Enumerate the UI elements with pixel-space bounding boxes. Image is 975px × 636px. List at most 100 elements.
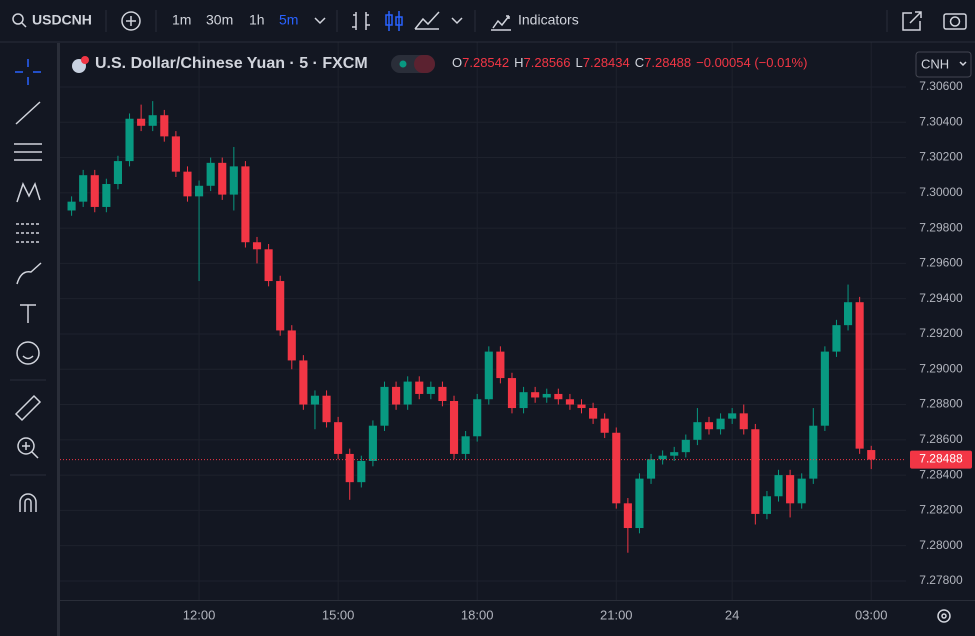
- candle-body: [681, 439, 690, 453]
- icon-smile: [22, 355, 34, 360]
- crosshair-tool[interactable]: [15, 59, 41, 85]
- legend: U.S. Dollar/Chinese Yuan · 5 · FXCM O7.2…: [72, 51, 972, 78]
- y-tick-label: 7.29600: [919, 256, 963, 270]
- ohlc-label: H: [514, 55, 523, 70]
- symbol-logo-flag: [81, 56, 89, 64]
- fib-tool[interactable]: [14, 143, 42, 161]
- interval-active[interactable]: 5m: [279, 12, 298, 28]
- candle-body: [148, 115, 157, 126]
- ruler-tool[interactable]: [14, 394, 42, 422]
- currency[interactable]: CNH: [921, 56, 949, 71]
- ohlc-value: 7.28488: [644, 55, 691, 70]
- y-tick-label: 7.27800: [919, 573, 963, 587]
- candle-body: [287, 330, 296, 361]
- interval[interactable]: 1m: [172, 12, 191, 28]
- candle-body: [415, 381, 424, 394]
- screenshot-button[interactable]: [943, 13, 967, 30]
- candle-body: [809, 425, 818, 479]
- candle-body: [554, 393, 563, 400]
- icon-tool[interactable]: [16, 341, 40, 365]
- toolbar-bg: [0, 43, 58, 636]
- indicators-button[interactable]: Indicators: [518, 12, 579, 28]
- trend-line-tool[interactable]: [15, 101, 41, 125]
- last-price-label: 7.28488: [919, 452, 963, 466]
- settings-button[interactable]: [937, 609, 951, 623]
- candle-body: [183, 171, 192, 197]
- y-tick-label: 7.29400: [919, 291, 963, 305]
- candle-body: [728, 413, 737, 419]
- candle-body: [310, 395, 320, 405]
- candle-body: [565, 399, 574, 405]
- candle-body: [357, 460, 366, 483]
- area-icon[interactable]: [414, 11, 440, 30]
- candle-body: [380, 386, 389, 426]
- chart-type-dropdown[interactable]: [451, 17, 463, 25]
- magnet-tool[interactable]: [19, 493, 37, 512]
- fullscreen-button[interactable]: [902, 11, 922, 31]
- zoom-tool[interactable]: [17, 437, 35, 455]
- candle-body: [600, 418, 609, 433]
- x-tick-label: 12:00: [183, 607, 216, 622]
- candle-body: [160, 115, 169, 137]
- indicators-icon[interactable]: [491, 15, 511, 31]
- candles-icon-body: [395, 16, 403, 26]
- ohlc-value: 7.28566: [524, 55, 571, 70]
- plot-area: [60, 42, 906, 600]
- candle-body: [786, 475, 795, 504]
- candle-body: [113, 161, 123, 185]
- x-tick-label: 03:00: [855, 607, 888, 622]
- candle-body: [449, 401, 459, 454]
- candle-body: [438, 386, 447, 402]
- symbol[interactable]: USDCNH: [32, 12, 92, 28]
- interval[interactable]: 1h: [249, 12, 265, 28]
- pattern-tool[interactable]: [16, 182, 41, 203]
- forecast-tool[interactable]: [16, 223, 40, 243]
- candle-body: [299, 360, 308, 405]
- x-tick-label: 15:00: [322, 607, 355, 622]
- bars-icon[interactable]: [352, 12, 370, 30]
- candle-body: [125, 118, 134, 162]
- toolbar-bg: [0, 0, 975, 42]
- candle-body: [542, 393, 551, 398]
- ohlc-label: C: [635, 55, 644, 70]
- candle-body: [693, 422, 702, 440]
- candles-icon-body: [385, 14, 393, 26]
- candle-body: [484, 351, 493, 400]
- candle-body: [658, 455, 667, 460]
- candle-body: [90, 175, 99, 207]
- brush-tool[interactable]: [16, 262, 42, 285]
- candle-body: [79, 175, 88, 202]
- y-tick-label: 7.30200: [919, 150, 963, 164]
- camera-lens: [949, 16, 961, 27]
- currency-select[interactable]: [915, 51, 972, 78]
- chart-title: U.S. Dollar/Chinese Yuan · 5 · FXCM: [95, 55, 368, 72]
- ohlc: O7.28542 H7.28566 L7.28434 C7.28488 −0.00054…: [452, 55, 807, 70]
- y-tick-label: 7.28400: [919, 467, 963, 481]
- symbol-search[interactable]: USDCNH: [12, 12, 92, 28]
- candle-body: [751, 429, 760, 514]
- currency-dropdown: [959, 61, 967, 67]
- x-tick-label: 24: [725, 607, 739, 622]
- candle-body: [843, 302, 853, 326]
- candle-body: [137, 118, 146, 126]
- candle-body: [171, 136, 180, 172]
- interval-dropdown[interactable]: [314, 17, 326, 25]
- candle-body: [577, 404, 586, 409]
- candle-body: [635, 478, 644, 529]
- candle-body: [867, 450, 876, 460]
- candle-body: [797, 478, 806, 504]
- candle-body: [218, 162, 227, 195]
- text-tool[interactable]: [20, 304, 36, 323]
- x-tick-label: 21:00: [600, 607, 633, 622]
- compare-button[interactable]: [121, 11, 141, 31]
- interval[interactable]: 30m: [206, 12, 233, 28]
- y-tick-label: 7.28800: [919, 397, 963, 411]
- market-status: [399, 60, 407, 68]
- y-tick-label: 7.29800: [919, 220, 963, 234]
- candle-body: [670, 452, 679, 456]
- ohlc-label: O: [452, 55, 462, 70]
- candle-body: [623, 503, 632, 529]
- y-tick-label: 7.29000: [919, 361, 963, 375]
